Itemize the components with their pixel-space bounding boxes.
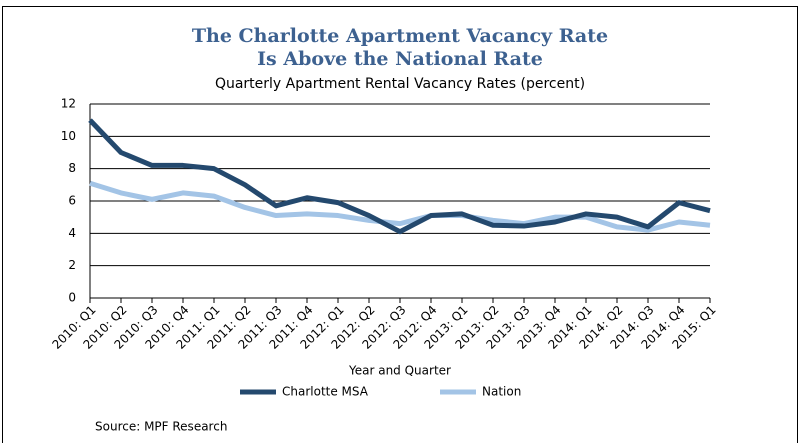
y-tick-label: 10 xyxy=(61,129,76,143)
legend-label: Charlotte MSA xyxy=(282,385,369,399)
chart-title: The Charlotte Apartment Vacancy Rate xyxy=(192,25,608,47)
source: Source: MPF Research xyxy=(95,420,227,434)
chart-title: Is Above the National Rate xyxy=(257,48,543,70)
x-axis-label: Year and Quarter xyxy=(348,364,451,378)
y-tick-label: 12 xyxy=(61,97,76,111)
y-tick-label: 2 xyxy=(68,258,76,272)
y-tick-label: 4 xyxy=(68,226,76,240)
chart-subtitle: Quarterly Apartment Rental Vacancy Rates… xyxy=(215,76,585,92)
y-tick-label: 0 xyxy=(68,291,76,305)
frame xyxy=(2,6,798,443)
y-tick-label: 6 xyxy=(68,194,76,208)
series-line xyxy=(88,118,711,235)
legend-label: Nation xyxy=(482,385,521,399)
series-line xyxy=(89,180,711,233)
y-tick-label: 8 xyxy=(68,161,76,175)
